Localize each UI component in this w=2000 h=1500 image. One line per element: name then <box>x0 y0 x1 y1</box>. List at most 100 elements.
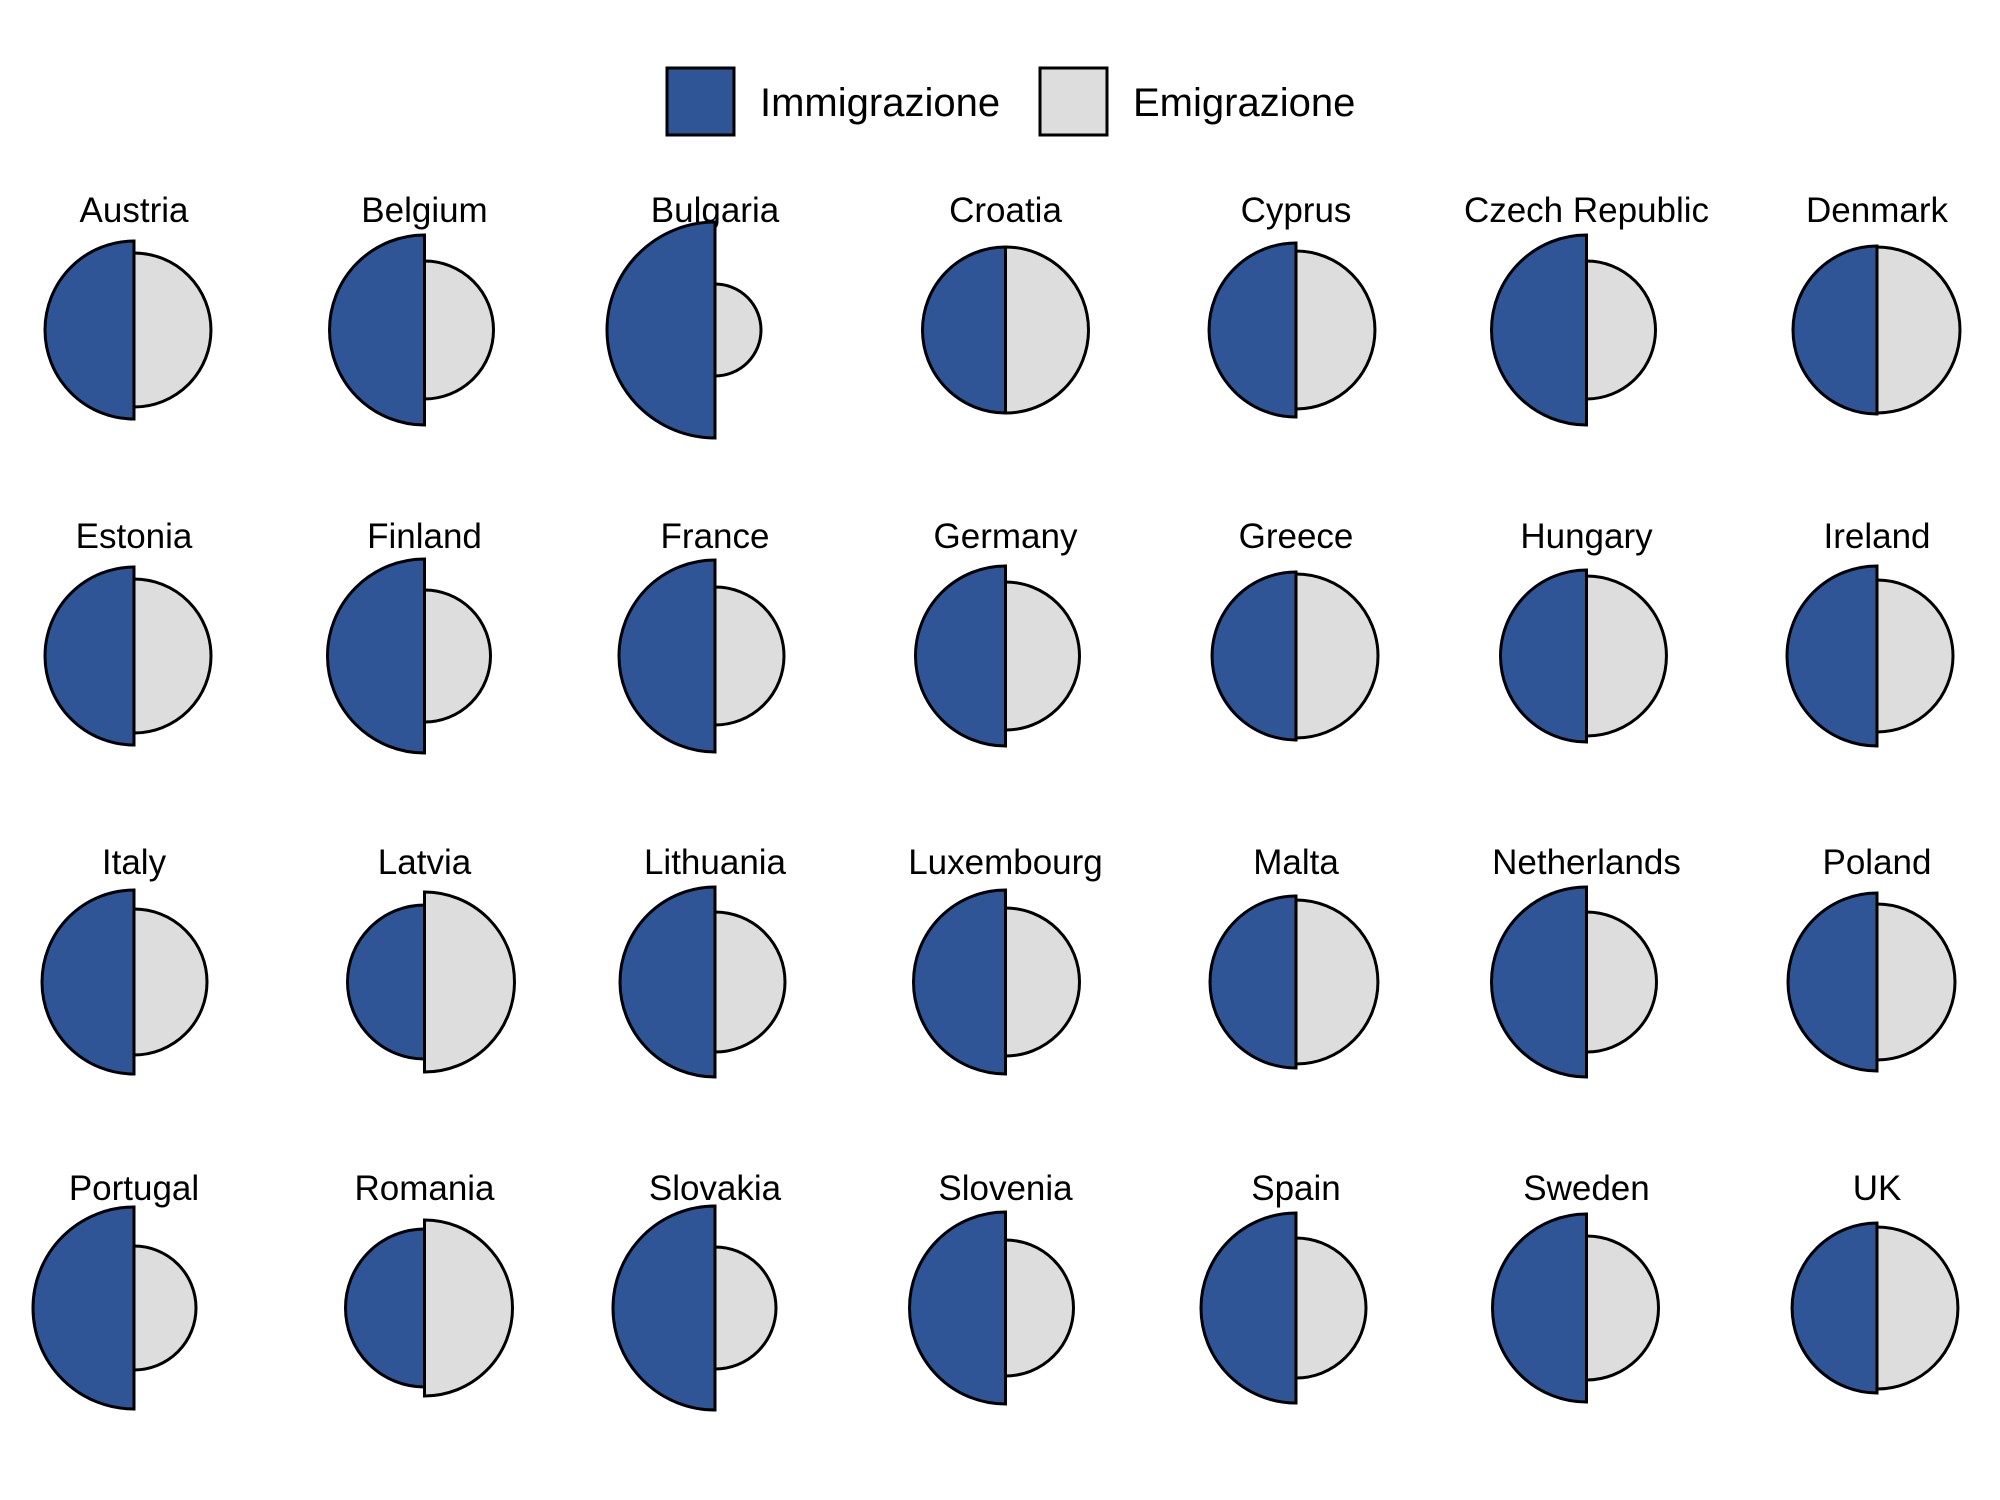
panel-lithuania: Lithuania <box>618 843 787 1079</box>
panel-uk: UK <box>1790 1169 1960 1395</box>
immigration-half-austria <box>43 239 136 421</box>
panel-finland: Finland <box>326 517 492 755</box>
panel-title-hungary: Hungary <box>1520 517 1653 556</box>
emigration-half-portugal <box>132 1244 198 1372</box>
panel-france: France <box>617 517 786 754</box>
panel-title-cyprus: Cyprus <box>1241 191 1352 230</box>
emigration-half-latvia <box>423 890 516 1074</box>
panel-title-malta: Malta <box>1253 843 1339 882</box>
immigration-half-denmark <box>1791 244 1879 416</box>
panel-germany: Germany <box>914 517 1081 748</box>
immigration-half-france <box>617 558 717 754</box>
panel-title-ireland: Ireland <box>1823 517 1930 556</box>
immigration-half-slovenia <box>908 1210 1007 1406</box>
immigration-half-lithuania <box>618 885 717 1079</box>
panel-title-spain: Spain <box>1251 1169 1341 1208</box>
emigration-half-germany <box>1004 580 1081 732</box>
immigration-half-malta <box>1208 894 1298 1070</box>
emigration-half-finland <box>423 588 492 724</box>
panel-romania: Romania <box>344 1169 514 1398</box>
legend-label-emigrazione: Emigrazione <box>1133 81 1355 125</box>
panel-slovakia: Slovakia <box>611 1169 782 1412</box>
panel-title-slovenia: Slovenia <box>938 1169 1073 1208</box>
panel-cyprus: Cyprus <box>1207 191 1377 419</box>
immigration-half-slovakia <box>611 1204 717 1412</box>
panel-spain: Spain <box>1199 1169 1368 1405</box>
immigration-half-greece <box>1210 570 1298 742</box>
immigration-half-czech-republic <box>1490 233 1588 427</box>
emigration-half-romania <box>423 1218 514 1398</box>
panel-title-portugal: Portugal <box>69 1169 199 1208</box>
immigration-half-croatia <box>921 245 1007 415</box>
immigration-half-spain <box>1199 1211 1298 1405</box>
panel-czech-republic: Czech Republic <box>1464 191 1709 427</box>
immigration-half-latvia <box>346 903 426 1061</box>
emigration-half-sweden <box>1585 1234 1660 1382</box>
panel-ireland: Ireland <box>1785 517 1955 748</box>
panel-latvia: Latvia <box>346 843 516 1074</box>
immigration-half-luxembourg <box>912 888 1007 1076</box>
legend-swatch-emigrazione <box>1038 66 1109 137</box>
immigration-half-bulgaria <box>605 220 717 440</box>
immigration-half-portugal <box>31 1205 136 1411</box>
emigration-half-lithuania <box>713 910 787 1054</box>
panel-hungary: Hungary <box>1499 517 1668 744</box>
panel-poland: Poland <box>1786 843 1957 1073</box>
immigration-half-germany <box>914 564 1007 748</box>
panel-malta: Malta <box>1208 843 1380 1070</box>
emigration-half-estonia <box>132 577 213 735</box>
immigration-half-italy <box>40 888 136 1076</box>
panel-luxembourg: Luxembourg <box>908 843 1103 1076</box>
emigration-half-luxembourg <box>1004 906 1081 1058</box>
emigration-half-uk <box>1875 1225 1960 1391</box>
panel-title-latvia: Latvia <box>378 843 472 882</box>
panel-title-france: France <box>661 517 770 556</box>
panel-title-poland: Poland <box>1823 843 1932 882</box>
emigration-half-poland <box>1875 902 1957 1062</box>
panel-denmark: Denmark <box>1791 191 1962 416</box>
panel-estonia: Estonia <box>43 517 213 747</box>
panel-bulgaria: Bulgaria <box>605 191 780 440</box>
immigration-half-poland <box>1786 891 1879 1073</box>
panel-netherlands: Netherlands <box>1490 843 1681 1079</box>
panel-austria: Austria <box>43 191 213 421</box>
emigration-half-ireland <box>1875 578 1955 734</box>
legend-label-immigrazione: Immigrazione <box>760 81 1000 125</box>
immigration-half-cyprus <box>1207 241 1298 419</box>
immigration-half-hungary <box>1499 568 1588 744</box>
panel-title-belgium: Belgium <box>361 191 487 230</box>
immigration-half-estonia <box>43 565 136 747</box>
panel-grid: Austria Belgium Bulgaria Croatia Cyprus Czech… <box>31 191 1962 1412</box>
panel-title-lithuania: Lithuania <box>644 843 787 882</box>
immigration-half-uk <box>1790 1221 1879 1395</box>
emigration-half-bulgaria <box>713 282 763 378</box>
emigration-half-netherlands <box>1585 910 1658 1054</box>
panel-portugal: Portugal <box>31 1169 199 1411</box>
panel-title-czech-republic: Czech Republic <box>1464 191 1709 230</box>
panel-title-slovakia: Slovakia <box>649 1169 782 1208</box>
panel-slovenia: Slovenia <box>908 1169 1075 1406</box>
emigration-half-hungary <box>1585 574 1668 738</box>
panel-title-finland: Finland <box>367 517 482 556</box>
legend-swatch-immigrazione <box>665 66 736 137</box>
legend: Immigrazione Emigrazione <box>665 66 1355 137</box>
panel-title-denmark: Denmark <box>1806 191 1948 230</box>
emigration-half-italy <box>132 907 209 1057</box>
immigration-half-netherlands <box>1490 885 1588 1079</box>
panel-title-greece: Greece <box>1239 517 1354 556</box>
immigration-half-finland <box>326 557 426 755</box>
emigration-half-greece <box>1294 572 1380 740</box>
panel-title-italy: Italy <box>102 843 167 882</box>
immigration-half-romania <box>344 1227 426 1389</box>
panel-title-romania: Romania <box>354 1169 495 1208</box>
immigration-half-sweden <box>1491 1212 1588 1404</box>
panel-greece: Greece <box>1210 517 1380 742</box>
panel-title-uk: UK <box>1853 1169 1902 1208</box>
emigration-half-france <box>713 585 786 727</box>
panel-italy: Italy <box>40 843 209 1076</box>
panel-title-estonia: Estonia <box>76 517 193 556</box>
panel-sweden: Sweden <box>1491 1169 1660 1404</box>
emigration-half-croatia <box>1004 245 1090 415</box>
emigration-half-slovenia <box>1004 1238 1075 1378</box>
